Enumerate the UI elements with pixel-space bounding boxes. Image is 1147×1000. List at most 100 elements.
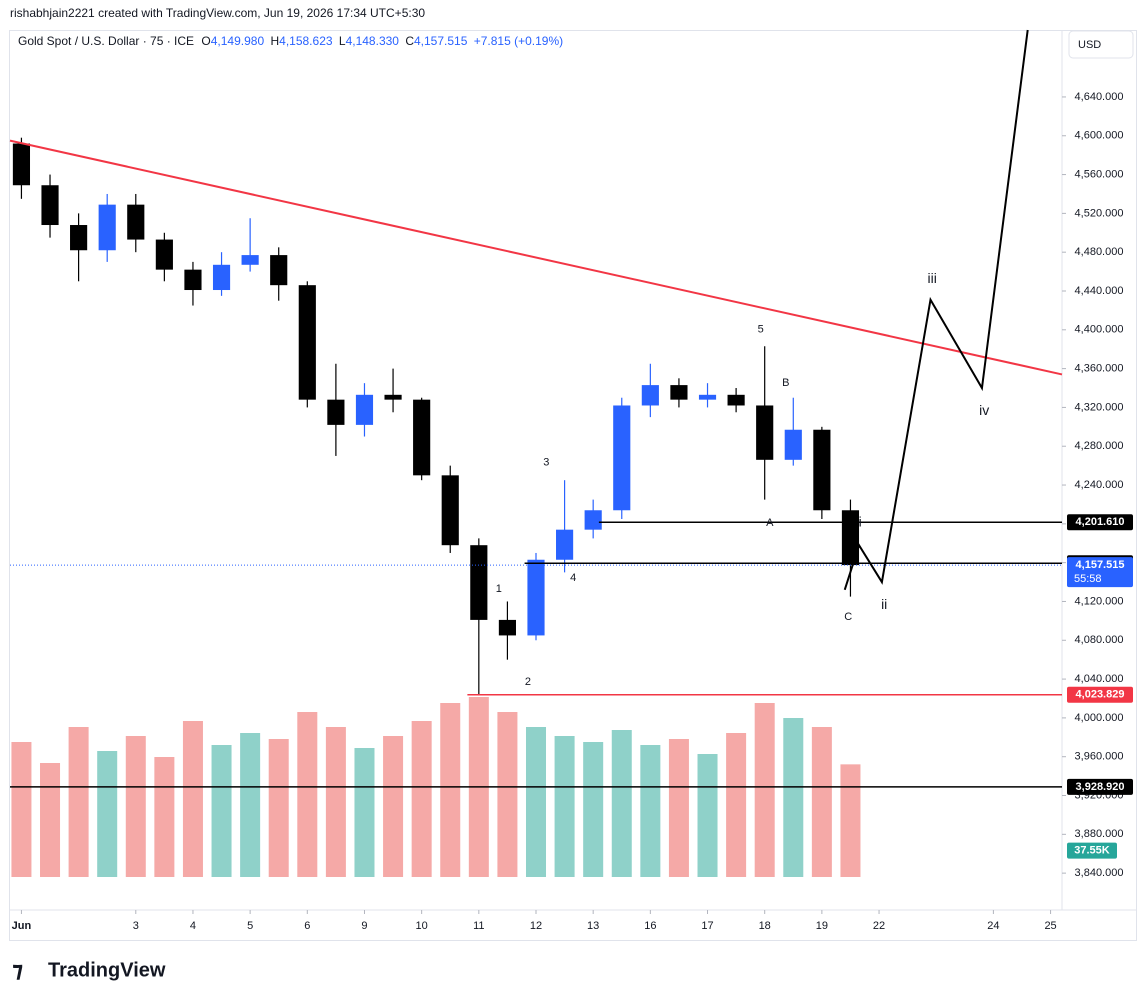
- volume-bar: [840, 764, 861, 877]
- wave-label: 4: [570, 572, 576, 584]
- volume-bar: [268, 739, 289, 877]
- wave-label: iv: [979, 402, 989, 418]
- wave-label: 5: [758, 324, 764, 336]
- price-tag-label: 4,023.829: [1076, 689, 1125, 701]
- candle-body: [270, 255, 288, 286]
- candle-body: [413, 399, 431, 476]
- volume-bar: [383, 736, 404, 877]
- candle-body: [327, 399, 345, 425]
- x-tick-label: 24: [987, 920, 999, 932]
- y-tick-label: 3,840.000: [1075, 867, 1124, 879]
- volume-bar: [68, 727, 89, 877]
- y-tick-label: 3,880.000: [1075, 828, 1124, 840]
- change: +7.815 (+0.19%): [474, 34, 563, 48]
- x-tick-label: 19: [816, 920, 828, 932]
- candle-body: [756, 405, 774, 460]
- volume-bar: [125, 736, 146, 877]
- candle-body: [212, 264, 231, 291]
- volume-bar: [297, 712, 318, 877]
- ohlc-key: H: [270, 34, 279, 48]
- y-tick-label: 4,480.000: [1075, 246, 1124, 258]
- volume-bar: [97, 751, 118, 877]
- y-tick-label: 4,120.000: [1075, 595, 1124, 607]
- price-tag-label: 4,201.610: [1076, 516, 1125, 528]
- candle-body: [813, 429, 831, 511]
- y-tick-label: 4,600.000: [1075, 130, 1124, 142]
- wave-label: ii: [881, 596, 887, 612]
- y-tick-label: 4,080.000: [1075, 634, 1124, 646]
- price-tag: [1067, 686, 1133, 703]
- x-tick-label: Jun: [12, 920, 32, 932]
- candle-body: [641, 385, 659, 406]
- volume-bar: [811, 727, 832, 877]
- candle-body: [727, 394, 745, 406]
- candle-body: [441, 475, 459, 546]
- trendline: [9, 139, 1063, 376]
- candle-body: [584, 510, 602, 530]
- volume-bar: [754, 703, 775, 877]
- ohlc-key: O: [201, 34, 210, 48]
- logo: ⁊ TradingView: [12, 957, 166, 982]
- x-tick-label: 6: [304, 920, 310, 932]
- candle-body: [670, 385, 688, 400]
- y-tick-label: 4,360.000: [1075, 363, 1124, 375]
- last-price-tag: [1067, 557, 1133, 588]
- ohlc-value: 4,148.330: [346, 34, 400, 48]
- projection: [843, 29, 1029, 591]
- y-tick-label: 3,960.000: [1075, 751, 1124, 763]
- countdown: 55:58: [1074, 573, 1102, 585]
- x-tick-label: 5: [247, 920, 253, 932]
- ohlc-key: L: [339, 34, 346, 48]
- y-tick-label: 4,440.000: [1075, 285, 1124, 297]
- price-tag-label: 3,928.920: [1076, 781, 1125, 793]
- x-tick-label: 22: [873, 920, 885, 932]
- candle-body: [12, 143, 31, 186]
- price-tag: [1067, 514, 1133, 531]
- frame: [9, 30, 1137, 941]
- x-tick-label: 9: [361, 920, 367, 932]
- volume-bar: [11, 742, 32, 877]
- wave-label: 1: [496, 583, 502, 595]
- y-tick-label: 4,640.000: [1075, 91, 1124, 103]
- volume-bar: [611, 730, 632, 877]
- ohlc-value: 4,157.515: [414, 34, 468, 48]
- price-tag: [1067, 778, 1133, 795]
- wave-label: iii: [928, 270, 937, 286]
- candle-body: [841, 510, 860, 566]
- x-tick-label: 25: [1044, 920, 1056, 932]
- candle-body: [784, 429, 802, 460]
- x-tick-label: 4: [190, 920, 196, 932]
- currency[interactable]: USD: [1078, 39, 1101, 51]
- candle-body: [70, 225, 88, 251]
- currency-button[interactable]: [1068, 30, 1134, 59]
- volume-bar: [240, 733, 261, 877]
- wave-label: 2: [525, 676, 531, 688]
- wave-label: C: [844, 611, 852, 623]
- volume-bar: [154, 757, 175, 877]
- candle-body: [355, 394, 374, 425]
- volume-bar: [640, 745, 661, 877]
- candle-body: [98, 204, 116, 251]
- brand: TradingView: [48, 959, 166, 981]
- volume-bar: [211, 745, 232, 877]
- volume-tag: [1067, 842, 1117, 859]
- wave-label: 3: [543, 457, 549, 469]
- last-price-label: 4,157.515: [1076, 559, 1125, 571]
- attribution: rishabhjain2221 created with TradingView…: [10, 6, 425, 20]
- candle-body: [527, 559, 545, 636]
- candle-body: [556, 529, 574, 560]
- x-tick-label: 3: [133, 920, 139, 932]
- wave-label: i: [859, 514, 862, 530]
- candle-body: [241, 255, 259, 265]
- x-tick-label: 16: [644, 920, 656, 932]
- volume-bar: [354, 748, 375, 877]
- volume-bar: [583, 742, 604, 877]
- candle-body: [470, 545, 488, 620]
- volume-bar: [440, 703, 461, 877]
- volume-bar: [525, 727, 547, 877]
- candle-body: [155, 239, 173, 270]
- y-tick-label: 4,320.000: [1075, 401, 1124, 413]
- candle-body: [184, 269, 202, 291]
- ohlc-value: 4,149.980: [211, 34, 265, 48]
